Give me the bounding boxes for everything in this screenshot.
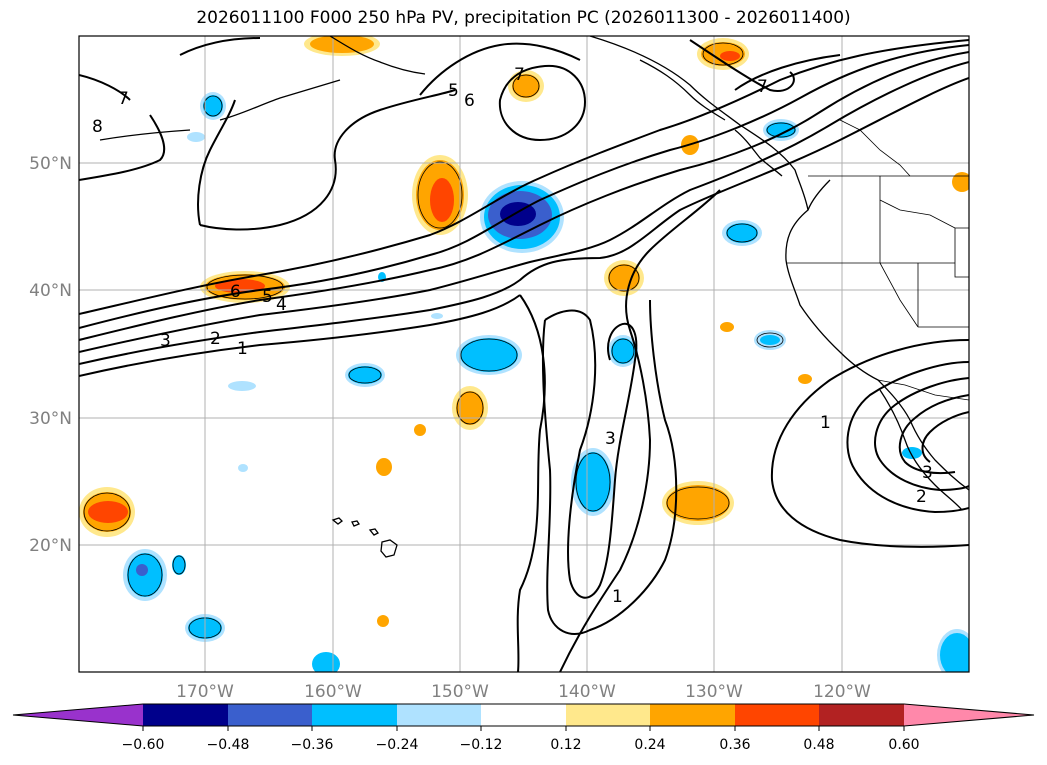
lat-label: 40°N — [29, 281, 72, 301]
map-frame — [78, 35, 970, 673]
lat-label: 20°N — [29, 536, 72, 556]
colorbar-tick-label: 0.48 — [803, 737, 834, 753]
colorbar-segment — [566, 704, 650, 726]
colorbar-right-extend — [904, 704, 1034, 726]
contour-label: 6 — [464, 91, 475, 111]
latitude-labels: 50°N 40°N 30°N 20°N — [29, 154, 72, 556]
colorbar-tick-label: −0.48 — [207, 737, 250, 753]
lon-label: 130°W — [685, 682, 743, 702]
contour-label: 7 — [757, 77, 768, 97]
lat-label: 50°N — [29, 154, 72, 174]
map-title: 2026011100 F000 250 hPa PV, precipitatio… — [196, 8, 851, 28]
colorbar-segment — [819, 704, 904, 726]
graticule — [79, 36, 969, 672]
colorbar-segment — [650, 704, 735, 726]
colorbar-segment — [481, 704, 566, 726]
contour-label: 6 — [230, 282, 241, 302]
contour-label: 3 — [605, 429, 616, 449]
contour-label: 4 — [276, 295, 287, 315]
contour-label: 3 — [922, 463, 933, 483]
contour-label: 1 — [237, 339, 248, 359]
colorbar-segment — [143, 704, 228, 726]
lon-label: 150°W — [431, 682, 489, 702]
colorbar-segment — [735, 704, 819, 726]
colorbar-segment — [397, 704, 481, 726]
colorbar: −0.60 −0.48 −0.36 −0.24 −0.12 0.12 0.24 … — [12, 703, 1035, 753]
colorbar-segment — [228, 704, 312, 726]
colorbar-tick-label: −0.36 — [291, 737, 334, 753]
colorbar-tick-label: −0.12 — [460, 737, 503, 753]
contour-label: 1 — [820, 413, 831, 433]
anomaly-outlines — [83, 42, 796, 639]
colorbar-left-extend — [13, 704, 143, 726]
colorbar-tick-label: −0.60 — [122, 737, 165, 753]
contour-label: 7 — [514, 65, 525, 85]
coastlines — [99, 36, 969, 558]
lat-label: 30°N — [29, 409, 72, 429]
contour-label: 2 — [916, 487, 927, 507]
contour-label: 3 — [160, 331, 171, 351]
contour-label: 8 — [92, 117, 103, 137]
colorbar-tick-label: 0.36 — [719, 737, 750, 753]
contour-label: 5 — [448, 81, 459, 101]
colorbar-tick-label: −0.24 — [376, 737, 419, 753]
contour-label: 5 — [262, 287, 273, 307]
contour-labels: 7 8 5 6 7 7 6 5 4 3 2 1 3 1 1 3 2 — [92, 65, 933, 607]
map-area — [79, 36, 969, 672]
contour-label: 1 — [612, 587, 623, 607]
lon-label: 160°W — [304, 682, 362, 702]
colorbar-tick-label: 0.24 — [634, 737, 665, 753]
contour-label: 7 — [118, 89, 129, 109]
colorbar-tick-marks — [142, 726, 905, 731]
longitude-labels: 170°W 160°W 150°W 140°W 130°W 120°W — [176, 682, 871, 702]
colorbar-segment — [312, 704, 397, 726]
colorbar-tick-label: 0.60 — [888, 737, 919, 753]
lon-label: 170°W — [176, 682, 234, 702]
lon-label: 120°W — [813, 682, 871, 702]
pv-contours — [79, 37, 969, 672]
contour-label: 2 — [210, 329, 221, 349]
colorbar-tick-label: 0.12 — [550, 737, 581, 753]
lon-label: 140°W — [558, 682, 616, 702]
political-borders — [786, 119, 969, 401]
